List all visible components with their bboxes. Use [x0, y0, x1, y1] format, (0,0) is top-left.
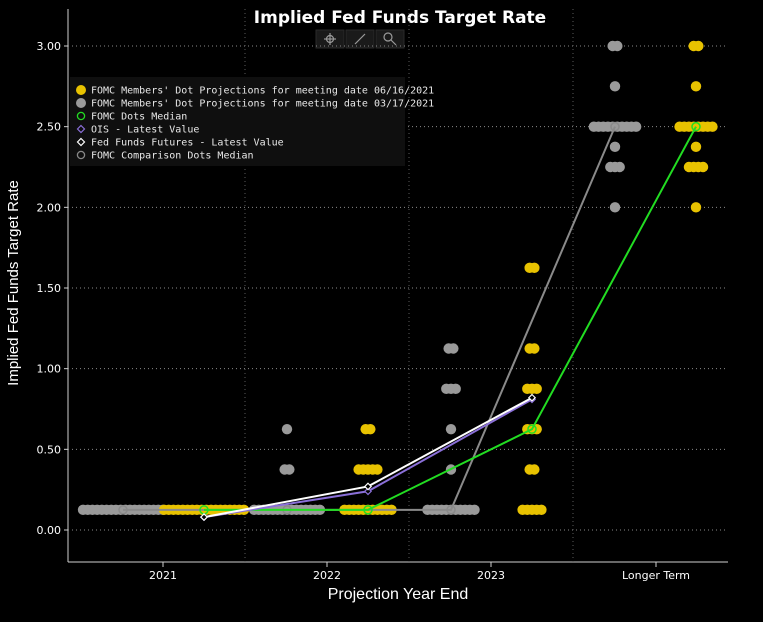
legend-marker: [76, 111, 86, 121]
series-layer: [77, 40, 718, 522]
dot-03-17-2021: [284, 464, 295, 475]
legend-label: Fed Funds Futures - Latest Value: [91, 138, 284, 149]
fomc-median-point: [691, 121, 701, 132]
legend-item: FOMC Members' Dot Projections for meetin…: [76, 98, 434, 110]
dot-03-17-2021: [614, 161, 625, 173]
futures-point: [199, 513, 209, 522]
x-tick-label: 2021: [149, 569, 177, 582]
ois-line: [203, 398, 533, 519]
dot-06-16-2021: [365, 423, 376, 435]
futures-point: [363, 482, 373, 491]
dot-03-17-2021: [609, 202, 621, 213]
comparison-median-point: [446, 505, 456, 515]
chart-title: Implied Fed Funds Target Rate: [254, 8, 546, 28]
dot-06-16-2021: [693, 40, 704, 52]
legend: FOMC Members' Dot Projections for meetin…: [70, 77, 434, 166]
comparison-median-point: [610, 121, 620, 132]
dot-06-16-2021: [707, 121, 718, 132]
y-tick-label: 1.00: [37, 363, 62, 376]
dot-06-16-2021: [372, 464, 383, 475]
dot-03-17-2021: [609, 141, 621, 153]
dot-06-16-2021: [529, 464, 540, 475]
legend-marker: [76, 150, 86, 160]
x-tick-label: 2023: [477, 569, 505, 582]
fomc-median-point: [363, 505, 373, 515]
x-axis-label: Projection Year End: [328, 586, 469, 603]
legend-item: FOMC Dots Median: [76, 111, 187, 123]
dot-06-16-2021: [690, 81, 702, 92]
legend-label: FOMC Dots Median: [91, 112, 187, 123]
dot-03-17-2021: [445, 423, 457, 435]
x-tick-label: 2022: [313, 569, 341, 582]
legend-label: FOMC Comparison Dots Median: [91, 151, 254, 162]
legend-marker: [76, 137, 86, 147]
plot-area: [67, 9, 728, 563]
dot-03-17-2021: [630, 121, 642, 132]
comparison-median-line: [123, 126, 616, 511]
dot-03-17-2021: [450, 383, 461, 395]
legend-label: FOMC Members' Dot Projections for meetin…: [91, 99, 434, 110]
futures-line: [203, 396, 533, 519]
legend-item: FOMC Members' Dot Projections for meetin…: [76, 85, 434, 97]
legend-marker: [76, 124, 86, 134]
legend-item: Fed Funds Futures - Latest Value: [76, 137, 284, 149]
comparison-median-point: [118, 505, 128, 515]
y-axis-ticks: 3.00 2.50 2.00 1.50 1.00 0.50 0.00: [37, 40, 68, 537]
futures-point: [527, 393, 537, 402]
y-tick-label: 1.50: [37, 282, 62, 295]
y-tick-label: 2.50: [37, 121, 62, 134]
dot-03-17-2021: [469, 504, 480, 516]
dot-06-16-2021: [529, 262, 540, 274]
y-tick-label: 0.00: [37, 524, 62, 537]
dot-06-16-2021: [690, 202, 702, 213]
dot-03-17-2021: [609, 81, 621, 92]
dot-06-16-2021: [690, 141, 702, 153]
y-tick-label: 3.00: [37, 40, 62, 53]
dot-03-17-2021: [612, 40, 623, 52]
dot-06-16-2021: [536, 504, 547, 516]
pencil-icon[interactable]: [345, 29, 375, 49]
dot-03-17-2021: [281, 423, 293, 435]
legend-marker: [76, 85, 86, 95]
legend-label: FOMC Members' Dot Projections for meetin…: [91, 86, 434, 97]
y-tick-label: 0.50: [37, 443, 62, 456]
ois-point: [363, 487, 373, 496]
legend-item: FOMC Comparison Dots Median: [76, 150, 254, 162]
y-tick-label: 2.00: [37, 201, 62, 214]
legend-label: OIS - Latest Value: [91, 125, 199, 136]
legend-item: OIS - Latest Value: [76, 124, 199, 136]
dot-06-16-2021: [529, 343, 540, 354]
dot-03-17-2021: [448, 343, 459, 354]
crosshair-icon[interactable]: [315, 29, 345, 49]
fomc-median-line: [204, 126, 697, 511]
legend-marker: [76, 98, 86, 108]
x-tick-label: Longer Term: [622, 569, 690, 582]
fomc-median-point: [527, 424, 537, 434]
chart-toolbar: [315, 29, 405, 49]
x-axis-ticks: 2021 2022 2023 Longer Term: [149, 562, 690, 582]
dot-06-16-2021: [531, 383, 542, 395]
legend-background: [70, 77, 405, 166]
y-axis-label: Implied Fed Funds Target Rate: [5, 180, 22, 386]
dot-06-16-2021: [697, 161, 709, 173]
magnifier-icon[interactable]: [375, 29, 405, 49]
